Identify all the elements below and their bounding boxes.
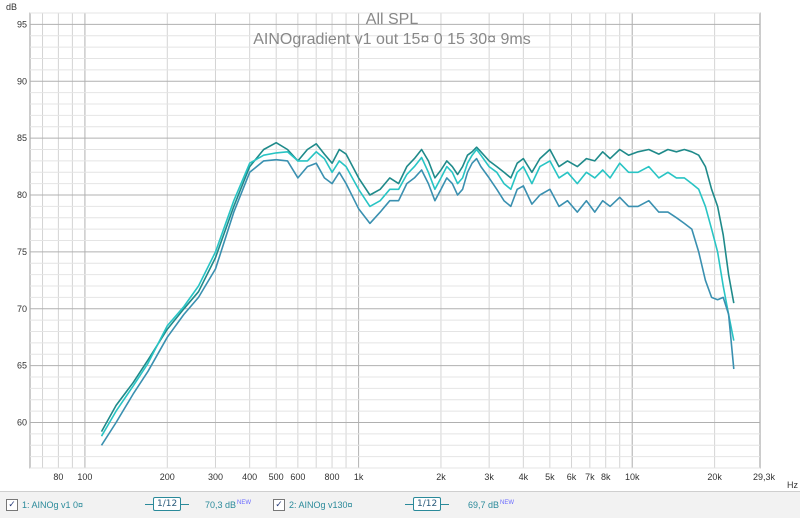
legend-item-1[interactable]: ✓ 1: AINOg v1 0¤ <box>6 498 83 512</box>
x-tick-label: 800 <box>325 472 340 482</box>
x-tick-label: 5k <box>545 472 555 482</box>
x-tick-label: 500 <box>269 472 284 482</box>
x-tick-label: 600 <box>290 472 305 482</box>
smoothing-line-icon <box>145 503 153 505</box>
x-tick-label: 3k <box>484 472 494 482</box>
x-tick-label: 6k <box>567 472 577 482</box>
y-axis-unit-label: dB <box>6 2 17 12</box>
y-tick-label: 70 <box>17 304 27 314</box>
chart-title: All SPL <box>366 11 419 28</box>
spl-chart: 60 65 70 75 80 85 90 95 80 100 200 300 400 500 600 800 1… <box>6 2 798 490</box>
x-tick-label: 7k <box>585 472 595 482</box>
legend-checkbox-1[interactable]: ✓ <box>6 499 18 511</box>
smoothing-badge-2[interactable]: 1/12 <box>405 497 450 511</box>
y-tick-label: 85 <box>17 133 27 143</box>
y-tick-label: 75 <box>17 247 27 257</box>
chart-svg: 60 65 70 75 80 85 90 95 80 100 200 300 400 500 600 800 1… <box>6 2 798 490</box>
legend-level-value-2: 69,7 dB <box>468 500 500 510</box>
legend-name-1: 1: AINOg v1 0¤ <box>22 500 84 510</box>
legend-level-1: 70,3 dBNEW <box>205 500 251 510</box>
x-tick-label: 80 <box>53 472 63 482</box>
x-tick-label: 400 <box>242 472 257 482</box>
smoothing-badge-1[interactable]: 1/12 <box>145 497 190 511</box>
legend-new-badge-1: NEW <box>237 500 252 506</box>
x-tick-label: 10k <box>625 472 640 482</box>
series-layer <box>100 141 735 446</box>
x-tick-label: 8k <box>601 472 611 482</box>
legend-checkbox-2[interactable]: ✓ <box>273 499 285 511</box>
series-line-2 <box>100 148 735 437</box>
y-tick-label: 90 <box>17 76 27 86</box>
smoothing-line-icon <box>405 503 413 505</box>
smoothing-value-2: 1/12 <box>413 497 442 511</box>
axes: 60 65 70 75 80 85 90 95 80 100 200 300 400 500 600 800 1… <box>17 19 776 482</box>
legend-item-2[interactable]: ✓ 2: AINOg v130¤ <box>273 498 353 512</box>
chart-subtitle: AINOgradient v1 out 15¤ 0 15 30¤ 9ms <box>253 31 531 48</box>
y-tick-label: 80 <box>17 190 27 200</box>
x-tick-label: 200 <box>160 472 175 482</box>
x-tick-label: 300 <box>208 472 223 482</box>
x-tick-label: 1k <box>354 472 364 482</box>
x-tick-label: 4k <box>519 472 529 482</box>
series-line-3 <box>100 157 735 446</box>
x-tick-label: 2k <box>436 472 446 482</box>
series-line-1 <box>100 141 735 432</box>
grid <box>29 12 761 469</box>
x-tick-label: 29,3k <box>753 472 776 482</box>
y-tick-label: 60 <box>17 418 27 428</box>
legend-bar: ✓ 1: AINOg v1 0¤ 1/12 70,3 dBNEW ✓ 2: AI… <box>0 491 800 518</box>
y-tick-label: 95 <box>17 19 27 29</box>
smoothing-value-1: 1/12 <box>153 497 182 511</box>
legend-new-badge-2: NEW <box>500 500 515 506</box>
smoothing-line-icon <box>441 503 450 505</box>
smoothing-line-icon <box>181 503 190 505</box>
legend-level-value-1: 70,3 dB <box>205 500 237 510</box>
x-tick-label: 20k <box>707 472 722 482</box>
legend-level-2: 69,7 dBNEW <box>468 500 514 510</box>
legend-name-2: 2: AINOg v130¤ <box>289 500 353 510</box>
x-tick-label: 100 <box>77 472 92 482</box>
y-tick-label: 65 <box>17 361 27 371</box>
x-axis-unit-label: Hz <box>787 480 798 490</box>
